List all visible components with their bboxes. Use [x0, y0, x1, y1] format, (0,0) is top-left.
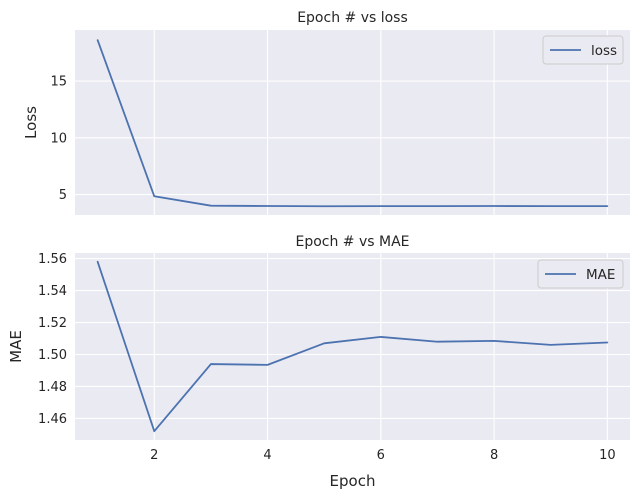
mae-legend-box — [537, 259, 624, 289]
loss-y-tick-label: 5 — [59, 188, 67, 203]
mae-x-tick-label: 8 — [490, 448, 498, 463]
loss-y-tick-label: 10 — [50, 131, 67, 146]
mae-series-line — [96, 260, 609, 433]
mae-y-axis-label: MAE — [7, 330, 25, 363]
mae-x-tick-label: 2 — [150, 448, 158, 463]
mae-x-tick-label: 6 — [377, 448, 385, 463]
loss-legend: loss — [542, 35, 624, 65]
loss-y-axis-label: Loss — [22, 106, 40, 139]
mae-x-tick-label: 10 — [599, 448, 616, 463]
loss-y-tick-label: 15 — [50, 75, 67, 90]
mae-tick-labels: 2 4 6 8 10 1.46 1.48 1.50 1.52 1.54 1.56 — [38, 252, 616, 463]
mae-chart-title: Epoch # vs MAE — [295, 234, 409, 250]
mae-x-tick-label: 4 — [263, 448, 271, 463]
mae-legend: MAE — [537, 259, 624, 289]
loss-subplot: 5 10 15 Epoch # vs loss Loss loss — [22, 10, 630, 215]
mae-subplot: 2 4 6 8 10 1.46 1.48 1.50 1.52 1.54 1.56 Epoch # v… — [7, 234, 630, 490]
mae-y-tick-label: 1.52 — [38, 316, 67, 331]
mae-y-tick-label: 1.48 — [38, 380, 67, 395]
loss-grid — [75, 30, 630, 215]
loss-legend-box — [542, 35, 624, 65]
mae-y-tick-label: 1.50 — [38, 348, 67, 363]
mae-y-tick-label: 1.56 — [38, 252, 67, 267]
loss-series — [96, 39, 609, 208]
mae-series — [96, 260, 609, 433]
mae-y-tick-label: 1.54 — [38, 284, 67, 299]
mae-x-axis-label: Epoch — [330, 472, 376, 490]
mae-legend-label: MAE — [586, 267, 615, 283]
loss-tick-labels: 5 10 15 — [50, 75, 67, 203]
loss-chart-title: Epoch # vs loss — [297, 10, 408, 26]
mae-grid — [75, 253, 630, 440]
loss-plot-area — [75, 30, 630, 215]
loss-legend-label: loss — [591, 43, 617, 59]
loss-series-line — [96, 39, 609, 208]
mae-y-tick-label: 1.46 — [38, 412, 67, 427]
